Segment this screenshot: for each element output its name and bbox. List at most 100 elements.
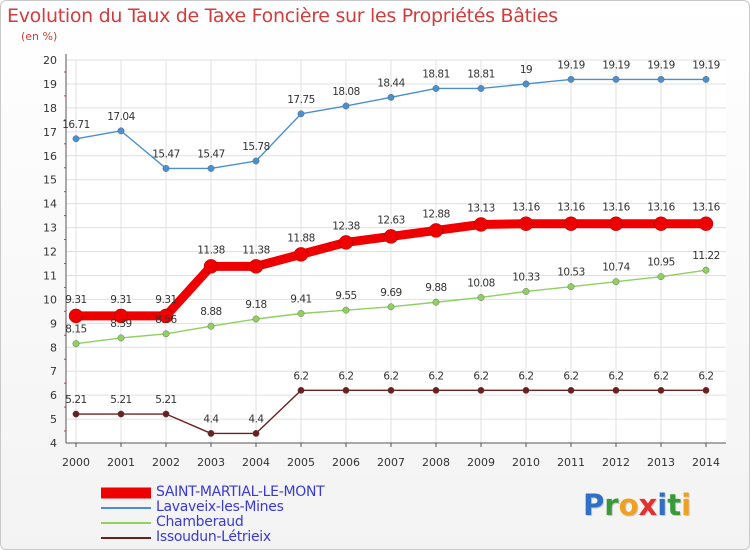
- data-point-chamberaud: [162, 330, 170, 338]
- data-point-saint-martial-le-mont: [248, 259, 264, 274]
- data-point-lavaveix-les-mines: [432, 85, 440, 92]
- data-point-issoudun-letrieix: [702, 386, 710, 394]
- data-point-chamberaud: [342, 306, 350, 314]
- data-point-issoudun-letrieix: [117, 410, 125, 418]
- legend-swatch: [101, 487, 151, 498]
- data-label-lavaveix-les-mines: 18.81: [467, 68, 495, 80]
- data-point-chamberaud: [117, 334, 125, 342]
- data-label-chamberaud: 9.18: [245, 299, 266, 311]
- x-tick-label: 2011: [557, 456, 585, 469]
- data-point-issoudun-letrieix: [207, 430, 215, 437]
- data-label-issoudun-letrieix: 5.21: [65, 394, 86, 406]
- y-tick-label: 20: [43, 54, 57, 67]
- data-label-issoudun-letrieix: 5.21: [155, 394, 176, 406]
- data-label-lavaveix-les-mines: 17.75: [287, 94, 315, 106]
- data-point-lavaveix-les-mines: [387, 93, 395, 101]
- data-point-issoudun-letrieix: [342, 386, 350, 394]
- data-label-saint-martial-le-mont: 13.16: [557, 202, 585, 214]
- data-label-lavaveix-les-mines: 16.71: [62, 119, 90, 131]
- data-label-lavaveix-les-mines: 19.19: [557, 59, 585, 71]
- logo-letter: i: [681, 488, 692, 522]
- y-tick-label: 8: [50, 341, 57, 354]
- y-tick-label: 12: [43, 246, 57, 259]
- data-point-issoudun-letrieix: [297, 386, 305, 394]
- data-point-chamberaud: [72, 340, 80, 348]
- logo-letter: r: [604, 488, 619, 522]
- y-tick-label: 14: [43, 198, 57, 211]
- data-label-lavaveix-les-mines: 15.47: [197, 148, 225, 160]
- legend-label: Chamberaud: [156, 514, 244, 530]
- y-tick-label: 16: [43, 150, 57, 163]
- legend-swatch: [101, 536, 151, 539]
- legend-label: Lavaveix-les-Mines: [156, 499, 284, 515]
- x-tick-label: 2013: [647, 456, 675, 469]
- data-point-chamberaud: [657, 273, 665, 281]
- y-tick-label: 5: [50, 413, 57, 426]
- data-point-saint-martial-le-mont: [608, 216, 624, 231]
- data-label-chamberaud: 9.88: [425, 282, 446, 294]
- data-point-issoudun-letrieix: [612, 386, 620, 394]
- logo-letter: i: [657, 488, 668, 522]
- data-label-lavaveix-les-mines: 19: [520, 64, 532, 76]
- data-point-issoudun-letrieix: [162, 410, 170, 418]
- data-point-chamberaud: [387, 303, 395, 311]
- data-point-chamberaud: [612, 278, 620, 286]
- data-point-issoudun-letrieix: [657, 386, 665, 394]
- logo-letter: x: [638, 488, 658, 522]
- data-label-saint-martial-le-mont: 13.13: [467, 202, 495, 214]
- x-tick-label: 2008: [422, 456, 450, 469]
- data-point-lavaveix-les-mines: [657, 75, 665, 83]
- data-point-chamberaud: [252, 315, 260, 323]
- data-point-lavaveix-les-mines: [702, 75, 710, 83]
- data-point-lavaveix-les-mines: [72, 135, 80, 143]
- data-point-issoudun-letrieix: [477, 386, 485, 394]
- legend-label: Issoudun-Létrieix: [156, 529, 271, 545]
- data-label-chamberaud: 10.33: [512, 271, 540, 283]
- data-label-chamberaud: 10.74: [602, 262, 630, 274]
- y-tick-label: 15: [43, 174, 57, 187]
- data-point-issoudun-letrieix: [387, 386, 395, 394]
- data-label-issoudun-letrieix: 6.2: [563, 370, 578, 382]
- data-label-chamberaud: 9.41: [290, 293, 311, 305]
- x-tick-label: 2006: [332, 456, 360, 469]
- y-tick-label: 13: [43, 222, 57, 235]
- y-tick-label: 19: [43, 78, 57, 91]
- data-point-chamberaud: [702, 266, 710, 274]
- data-point-chamberaud: [432, 298, 440, 306]
- data-point-saint-martial-le-mont: [473, 217, 489, 232]
- data-point-saint-martial-le-mont: [68, 308, 84, 324]
- data-label-issoudun-letrieix: 5.21: [110, 394, 131, 406]
- data-point-lavaveix-les-mines: [612, 75, 620, 83]
- data-label-saint-martial-le-mont: 9.31: [65, 294, 86, 306]
- data-label-saint-martial-le-mont: 13.16: [647, 202, 675, 214]
- data-label-lavaveix-les-mines: 15.47: [152, 148, 180, 160]
- data-label-saint-martial-le-mont: 12.88: [422, 208, 450, 220]
- x-tick-label: 2014: [692, 456, 720, 469]
- data-label-issoudun-letrieix: 4.4: [248, 413, 264, 425]
- legend-swatch: [101, 521, 151, 524]
- data-point-lavaveix-les-mines: [252, 157, 260, 165]
- data-label-lavaveix-les-mines: 15.78: [242, 141, 270, 153]
- data-label-chamberaud: 9.55: [335, 290, 356, 302]
- data-point-lavaveix-les-mines: [477, 85, 485, 92]
- legend-label: SAINT-MARTIAL-LE-MONT: [156, 484, 325, 500]
- x-tick-label: 2003: [197, 456, 225, 469]
- y-tick-label: 17: [43, 126, 57, 139]
- data-label-issoudun-letrieix: 6.2: [293, 370, 308, 382]
- data-label-saint-martial-le-mont: 11.38: [197, 244, 225, 256]
- legend-swatch: [101, 506, 151, 509]
- logo-letter: o: [618, 488, 639, 522]
- data-label-lavaveix-les-mines: 18.44: [377, 77, 405, 89]
- x-tick-label: 2012: [602, 456, 630, 469]
- data-point-chamberaud: [297, 310, 305, 317]
- data-label-saint-martial-le-mont: 11.88: [287, 232, 315, 244]
- y-tick-label: 18: [43, 102, 57, 115]
- data-point-saint-martial-le-mont: [383, 229, 399, 244]
- data-label-lavaveix-les-mines: 19.19: [602, 59, 630, 71]
- data-label-lavaveix-les-mines: 19.19: [692, 59, 720, 71]
- data-point-lavaveix-les-mines: [297, 110, 305, 118]
- x-tick-label: 2000: [62, 456, 90, 469]
- data-point-issoudun-letrieix: [522, 386, 530, 394]
- data-point-saint-martial-le-mont: [203, 259, 219, 274]
